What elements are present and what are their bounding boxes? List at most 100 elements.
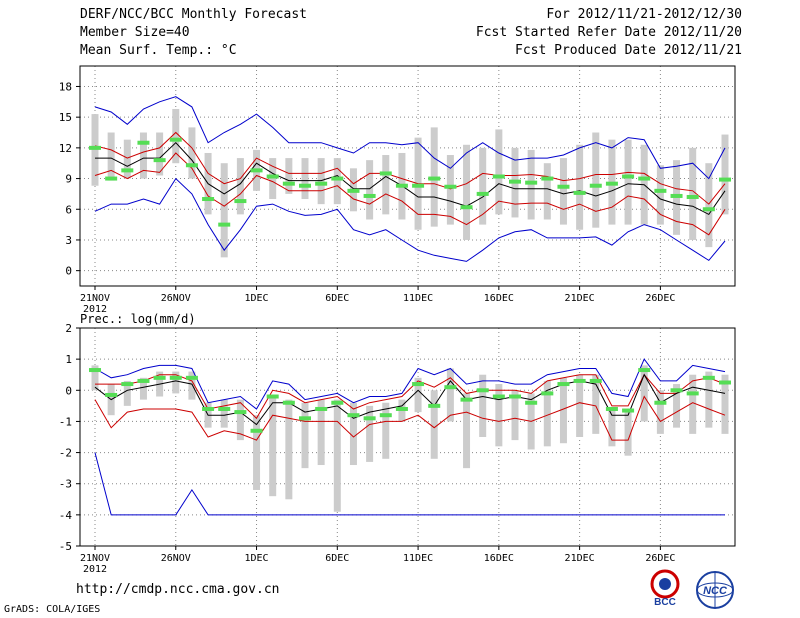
ensemble-box <box>285 158 293 194</box>
y-tick-label: -2 <box>59 447 72 460</box>
x-tick-label: 11DEC <box>403 553 433 564</box>
ensemble-box <box>705 163 713 248</box>
obs-marker <box>347 413 360 418</box>
obs-marker <box>428 403 441 408</box>
ensemble-box <box>511 390 519 441</box>
obs-marker <box>153 375 166 380</box>
obs-marker <box>686 391 699 396</box>
series-mean-line <box>94 373 726 426</box>
ensemble-box <box>479 374 487 437</box>
obs-marker <box>137 378 150 383</box>
series-max-line <box>94 96 726 180</box>
obs-marker <box>719 380 731 385</box>
obs-marker <box>638 176 651 181</box>
obs-marker <box>460 397 473 402</box>
obs-marker <box>105 392 118 397</box>
ensemble-box <box>479 147 487 225</box>
x-tick-label: 26DEC <box>645 293 675 304</box>
ensemble-box <box>543 380 551 447</box>
ensemble-box <box>91 365 99 391</box>
ensemble-box <box>640 365 648 422</box>
produced-date: Fcst Produced Date 2012/11/21 <box>515 43 742 58</box>
obs-marker <box>250 428 263 433</box>
series-min-line <box>94 452 725 516</box>
ensemble-box <box>317 158 325 205</box>
ensemble-box <box>463 144 471 240</box>
x-tick-label: 21NOV <box>80 293 110 304</box>
obs-marker <box>573 190 586 195</box>
obs-marker <box>589 378 602 383</box>
ensemble-box <box>236 399 244 441</box>
member-size: Member Size=40 <box>80 25 190 40</box>
obs-marker <box>476 388 489 393</box>
obs-marker <box>379 413 392 418</box>
obs-marker <box>670 193 683 198</box>
obs-marker <box>589 183 602 188</box>
ensemble-box <box>253 415 261 490</box>
obs-marker <box>492 174 505 179</box>
x-tick-label: 26DEC <box>645 553 675 564</box>
obs-marker <box>185 375 198 380</box>
ensemble-box <box>721 374 729 434</box>
ensemble-box <box>172 108 180 164</box>
ensemble-box <box>689 374 697 434</box>
obs-marker <box>605 406 618 411</box>
ensemble-box <box>269 396 277 497</box>
x-tick-label: 16DEC <box>484 553 514 564</box>
ensemble-box <box>285 399 293 500</box>
ensemble-box <box>123 139 131 179</box>
ensemble-box <box>463 393 471 469</box>
ensemble-box <box>624 139 632 225</box>
ensemble-box <box>317 399 325 466</box>
x-tick-label: 21NOV <box>80 553 110 564</box>
obs-marker <box>137 140 150 145</box>
obs-marker <box>622 174 635 179</box>
ensemble-box <box>592 374 600 434</box>
obs-marker <box>702 375 715 380</box>
ensemble-box <box>188 371 196 400</box>
y-tick-label: 2 <box>65 322 72 335</box>
obs-marker <box>121 382 134 387</box>
ensemble-box <box>139 132 147 179</box>
ensemble-box <box>301 158 309 200</box>
obs-marker <box>234 410 247 415</box>
obs-marker <box>169 375 182 380</box>
obs-marker <box>315 406 328 411</box>
ensemble-box <box>673 384 681 428</box>
obs-marker <box>525 180 538 185</box>
obs-marker <box>185 163 198 168</box>
series-mean-line <box>95 141 726 216</box>
ensemble-box <box>446 155 454 225</box>
obs-marker <box>250 168 263 173</box>
x-tick-label: 26NOV <box>161 293 191 304</box>
ensemble-box <box>220 399 228 428</box>
ensemble-box <box>333 399 341 512</box>
obs-marker <box>525 400 538 405</box>
obs-marker <box>509 179 521 184</box>
obs-marker <box>412 382 425 387</box>
ensemble-box <box>495 129 503 215</box>
y-tick-label: -4 <box>59 509 73 522</box>
obs-marker <box>638 368 651 373</box>
obs-marker <box>557 184 570 189</box>
ensemble-box <box>301 402 309 469</box>
y-tick-label: -5 <box>59 540 72 553</box>
ensemble-box <box>91 114 99 186</box>
source-url[interactable]: http://cmdp.ncc.cma.gov.cn <box>76 582 280 597</box>
obs-marker <box>299 416 311 421</box>
ensemble-box <box>495 384 503 447</box>
obs-marker <box>476 191 489 196</box>
plot-frame <box>79 327 736 547</box>
obs-marker <box>412 183 425 188</box>
obs-marker <box>89 368 101 373</box>
obs-marker <box>315 181 328 186</box>
obs-marker <box>153 158 166 163</box>
y-tick-label: 0 <box>65 265 72 278</box>
panel-temperature: 0 3 6 9 12 15 18 21NOV 26NOV 1DEC 6DEC 11DEC 16DEC 21… <box>59 65 736 315</box>
x-year-label: 2012 <box>83 564 107 575</box>
ensemble-box <box>559 158 567 225</box>
series-lower-line <box>94 152 726 236</box>
y-tick-label: -1 <box>59 415 72 428</box>
x-tick-label: 1DEC <box>244 553 268 564</box>
ensemble-box <box>172 371 180 394</box>
